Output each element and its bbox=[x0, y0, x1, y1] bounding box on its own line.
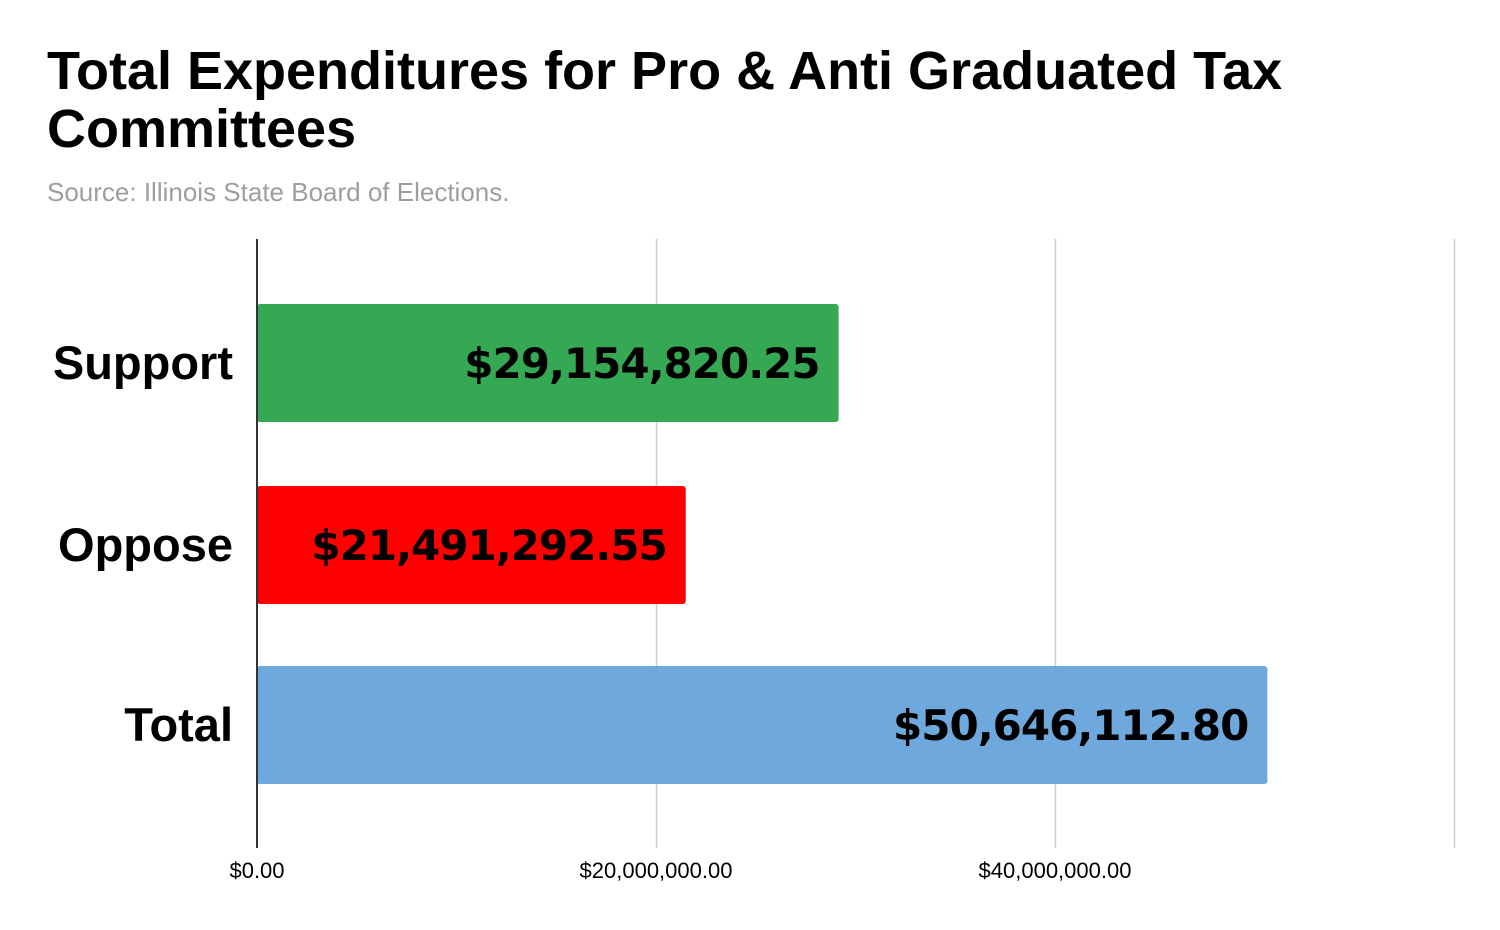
chart-subtitle: Source: Illinois State Board of Election… bbox=[47, 177, 510, 207]
chart-title: Total Expenditures for Pro & Anti Gradua… bbox=[47, 41, 1283, 159]
bars: $29,154,820.25 $21,491,292.55 $50,646,112.… bbox=[257, 304, 1268, 784]
bar-value-label: $21,491,292.55 bbox=[311, 521, 666, 570]
x-tick-label: $20,000,000.00 bbox=[580, 858, 733, 883]
category-label: Support bbox=[53, 336, 233, 389]
category-labels: Support Oppose Total bbox=[53, 336, 233, 751]
bar-oppose bbox=[257, 486, 686, 604]
x-tick-label: $40,000,000.00 bbox=[979, 858, 1132, 883]
bar-total bbox=[257, 666, 1268, 784]
bar-value-label: $50,646,112.80 bbox=[893, 701, 1248, 750]
category-label: Oppose bbox=[58, 518, 233, 571]
bar-support bbox=[257, 304, 839, 422]
bar-value-label: $29,154,820.25 bbox=[464, 339, 819, 388]
x-tick-label: $0.00 bbox=[229, 858, 284, 883]
category-label: Total bbox=[124, 698, 233, 751]
x-axis-tick-labels: $0.00 $20,000,000.00 $40,000,000.00 bbox=[229, 858, 1131, 883]
